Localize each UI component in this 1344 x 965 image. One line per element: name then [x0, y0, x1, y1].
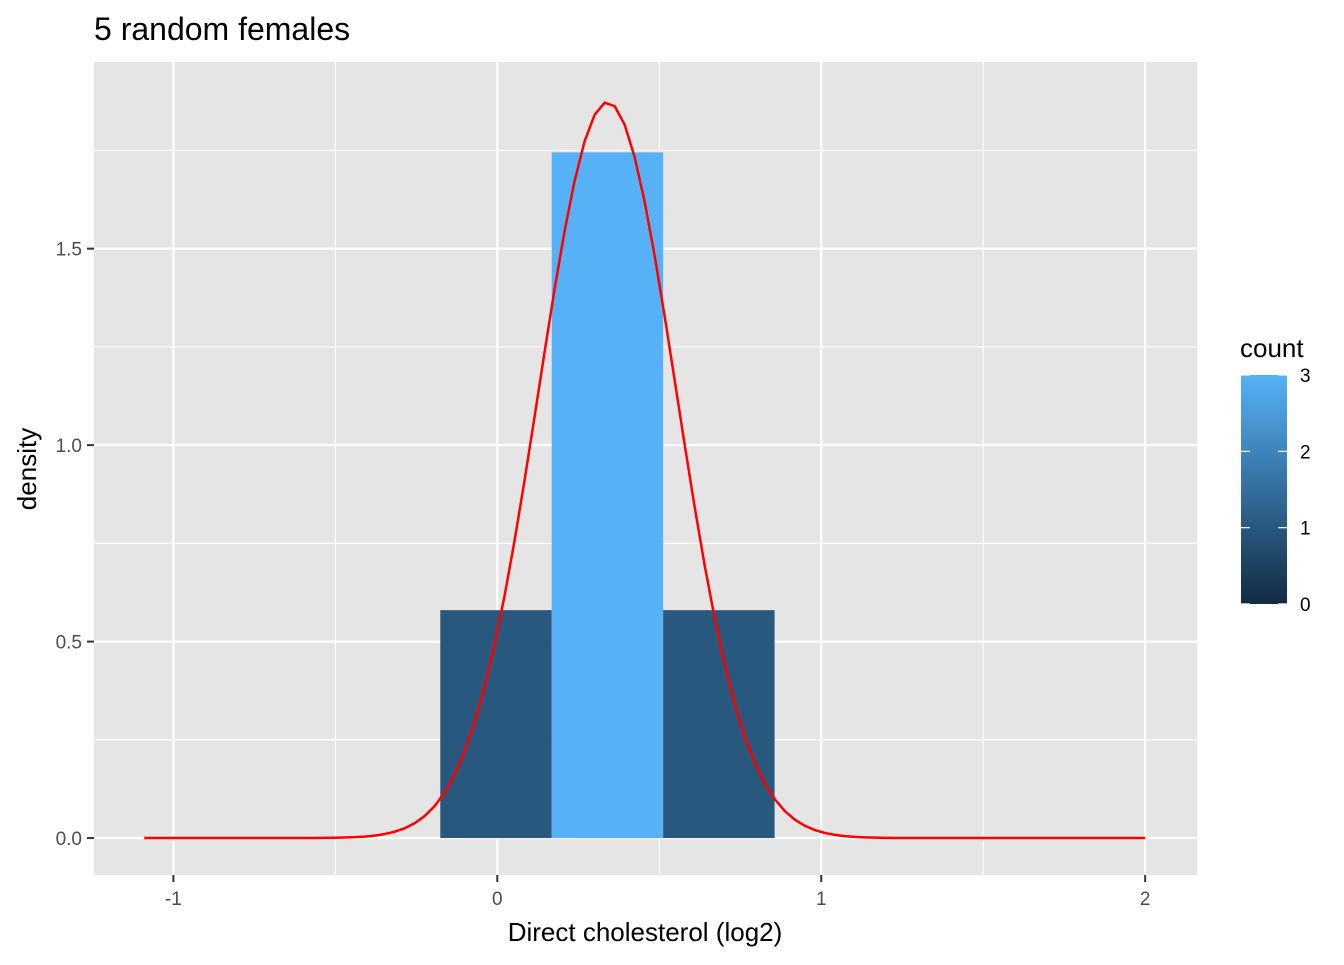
x-tick-label: -1: [165, 889, 182, 910]
legend-colorbar: [1241, 375, 1287, 604]
histogram-bars: [440, 152, 775, 839]
legend-tick-label: 0: [1300, 595, 1311, 616]
y-tick-label: 1.0: [56, 436, 82, 457]
histogram-bar: [440, 610, 552, 839]
density-curve: [144, 101, 1146, 840]
x-tick-label: 1: [816, 889, 827, 910]
legend-tick-label: 3: [1300, 366, 1311, 387]
x-axis-title: Direct cholesterol (log2): [508, 917, 783, 947]
y-tick-label: 0.0: [56, 829, 82, 850]
x-axis: -1 0 1 2: [165, 875, 1151, 910]
y-axis: 0.0 0.5 1.0 1.5: [56, 240, 94, 850]
density-curve-group: [144, 101, 1146, 840]
chart-title: 5 random females: [94, 11, 350, 47]
x-tick-label: 0: [492, 889, 503, 910]
x-tick-label: 2: [1140, 889, 1151, 910]
legend-tick-label: 2: [1300, 442, 1311, 463]
histogram-bar: [551, 152, 664, 839]
histogram-bar: [663, 610, 775, 839]
y-axis-title: density: [12, 428, 42, 510]
legend-ticks: 0 1 2 3: [1241, 366, 1311, 616]
y-tick-label: 0.5: [56, 633, 82, 654]
legend-title: count: [1240, 333, 1304, 363]
y-tick-label: 1.5: [56, 240, 82, 261]
legend-tick-label: 1: [1300, 519, 1311, 540]
color-legend: count 0 1 2 3: [1240, 333, 1311, 616]
